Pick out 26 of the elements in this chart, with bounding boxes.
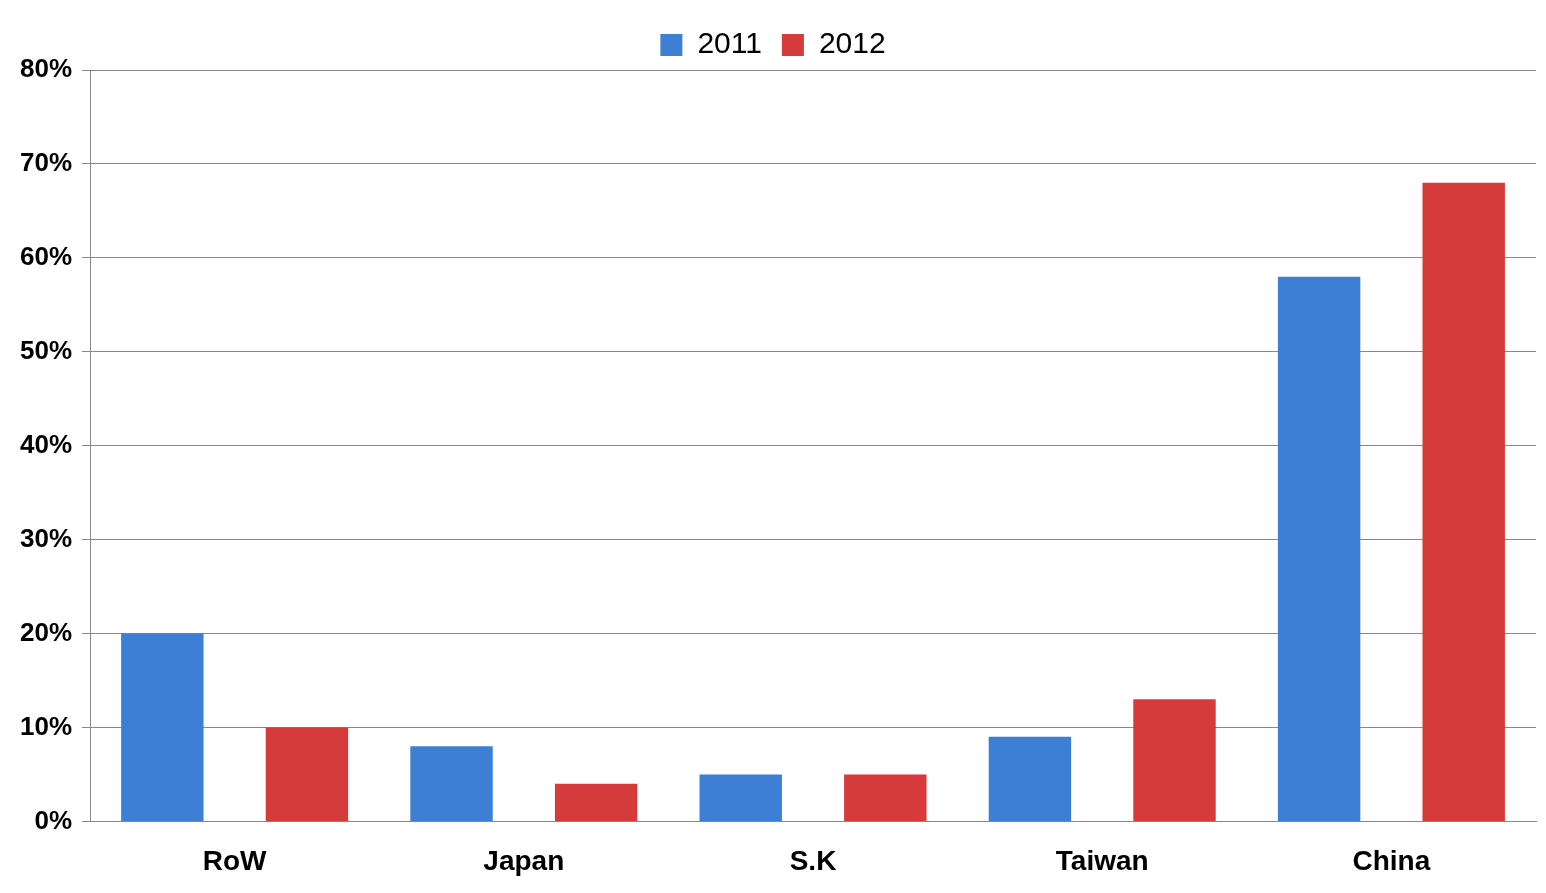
x-tick-label: China xyxy=(1352,844,1431,876)
bar xyxy=(265,727,349,821)
x-tick-label: S.K xyxy=(789,844,837,876)
y-tick-label: 40% xyxy=(19,428,73,459)
bar xyxy=(1133,699,1216,821)
bar xyxy=(988,736,1072,821)
y-tick-label: 60% xyxy=(19,241,73,272)
bar xyxy=(1422,182,1505,821)
y-tick-label: 70% xyxy=(19,147,73,178)
bar xyxy=(699,774,782,821)
y-tick-label: 20% xyxy=(19,616,73,647)
x-tick-label: RoW xyxy=(202,844,268,876)
x-tick-label: Taiwan xyxy=(1055,844,1149,876)
bar xyxy=(1277,276,1361,821)
legend-label: 2011 xyxy=(697,26,762,60)
bar xyxy=(121,633,204,821)
y-tick-label: 80% xyxy=(19,53,73,84)
y-tick-label: 0% xyxy=(34,804,73,835)
bar xyxy=(410,746,493,821)
y-tick-label: 30% xyxy=(19,522,73,553)
y-tick-label: 10% xyxy=(19,710,73,741)
y-tick-label: 50% xyxy=(19,334,73,365)
bar xyxy=(554,783,638,821)
bar xyxy=(844,774,927,821)
legend-label: 2012 xyxy=(818,26,886,60)
x-tick-label: Japan xyxy=(483,844,565,876)
